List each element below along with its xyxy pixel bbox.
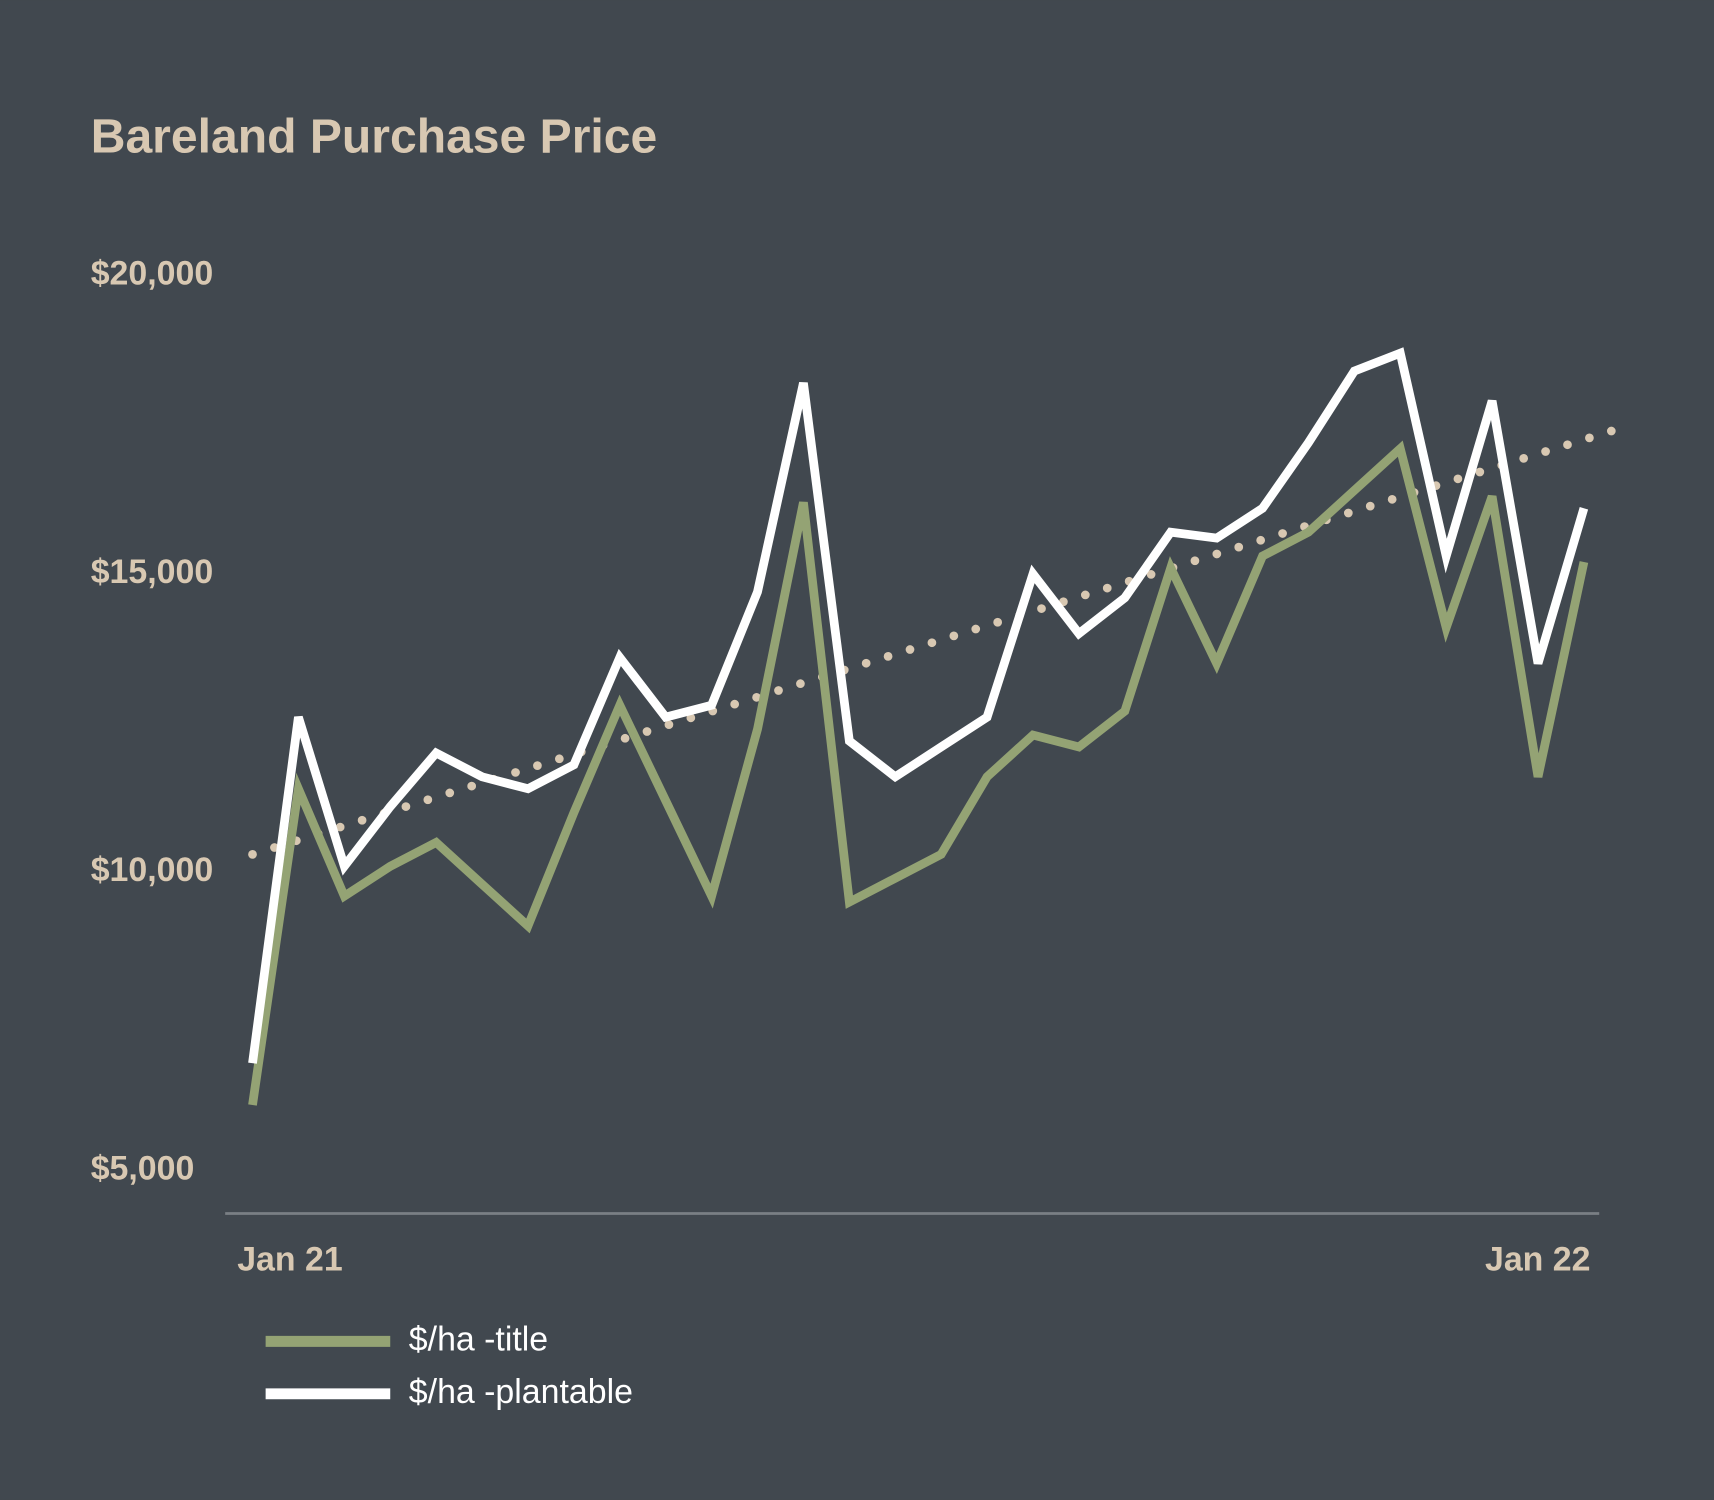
legend-label: $/ha -title bbox=[409, 1320, 548, 1358]
chart-title: Bareland Purchase Price bbox=[91, 110, 658, 164]
y-tick-label: $10,000 bbox=[91, 851, 213, 889]
y-tick-label: $5,000 bbox=[91, 1150, 195, 1188]
x-tick-label: Jan 21 bbox=[237, 1241, 342, 1279]
trendline bbox=[248, 426, 1617, 859]
line-series bbox=[248, 347, 1589, 1064]
legend-label: $/ha -plantable bbox=[409, 1373, 633, 1411]
y-tick-label: $15,000 bbox=[91, 553, 213, 591]
line-series bbox=[248, 440, 1589, 1106]
y-tick-label: $20,000 bbox=[91, 255, 213, 293]
x-tick-label: Jan 22 bbox=[1485, 1241, 1590, 1279]
